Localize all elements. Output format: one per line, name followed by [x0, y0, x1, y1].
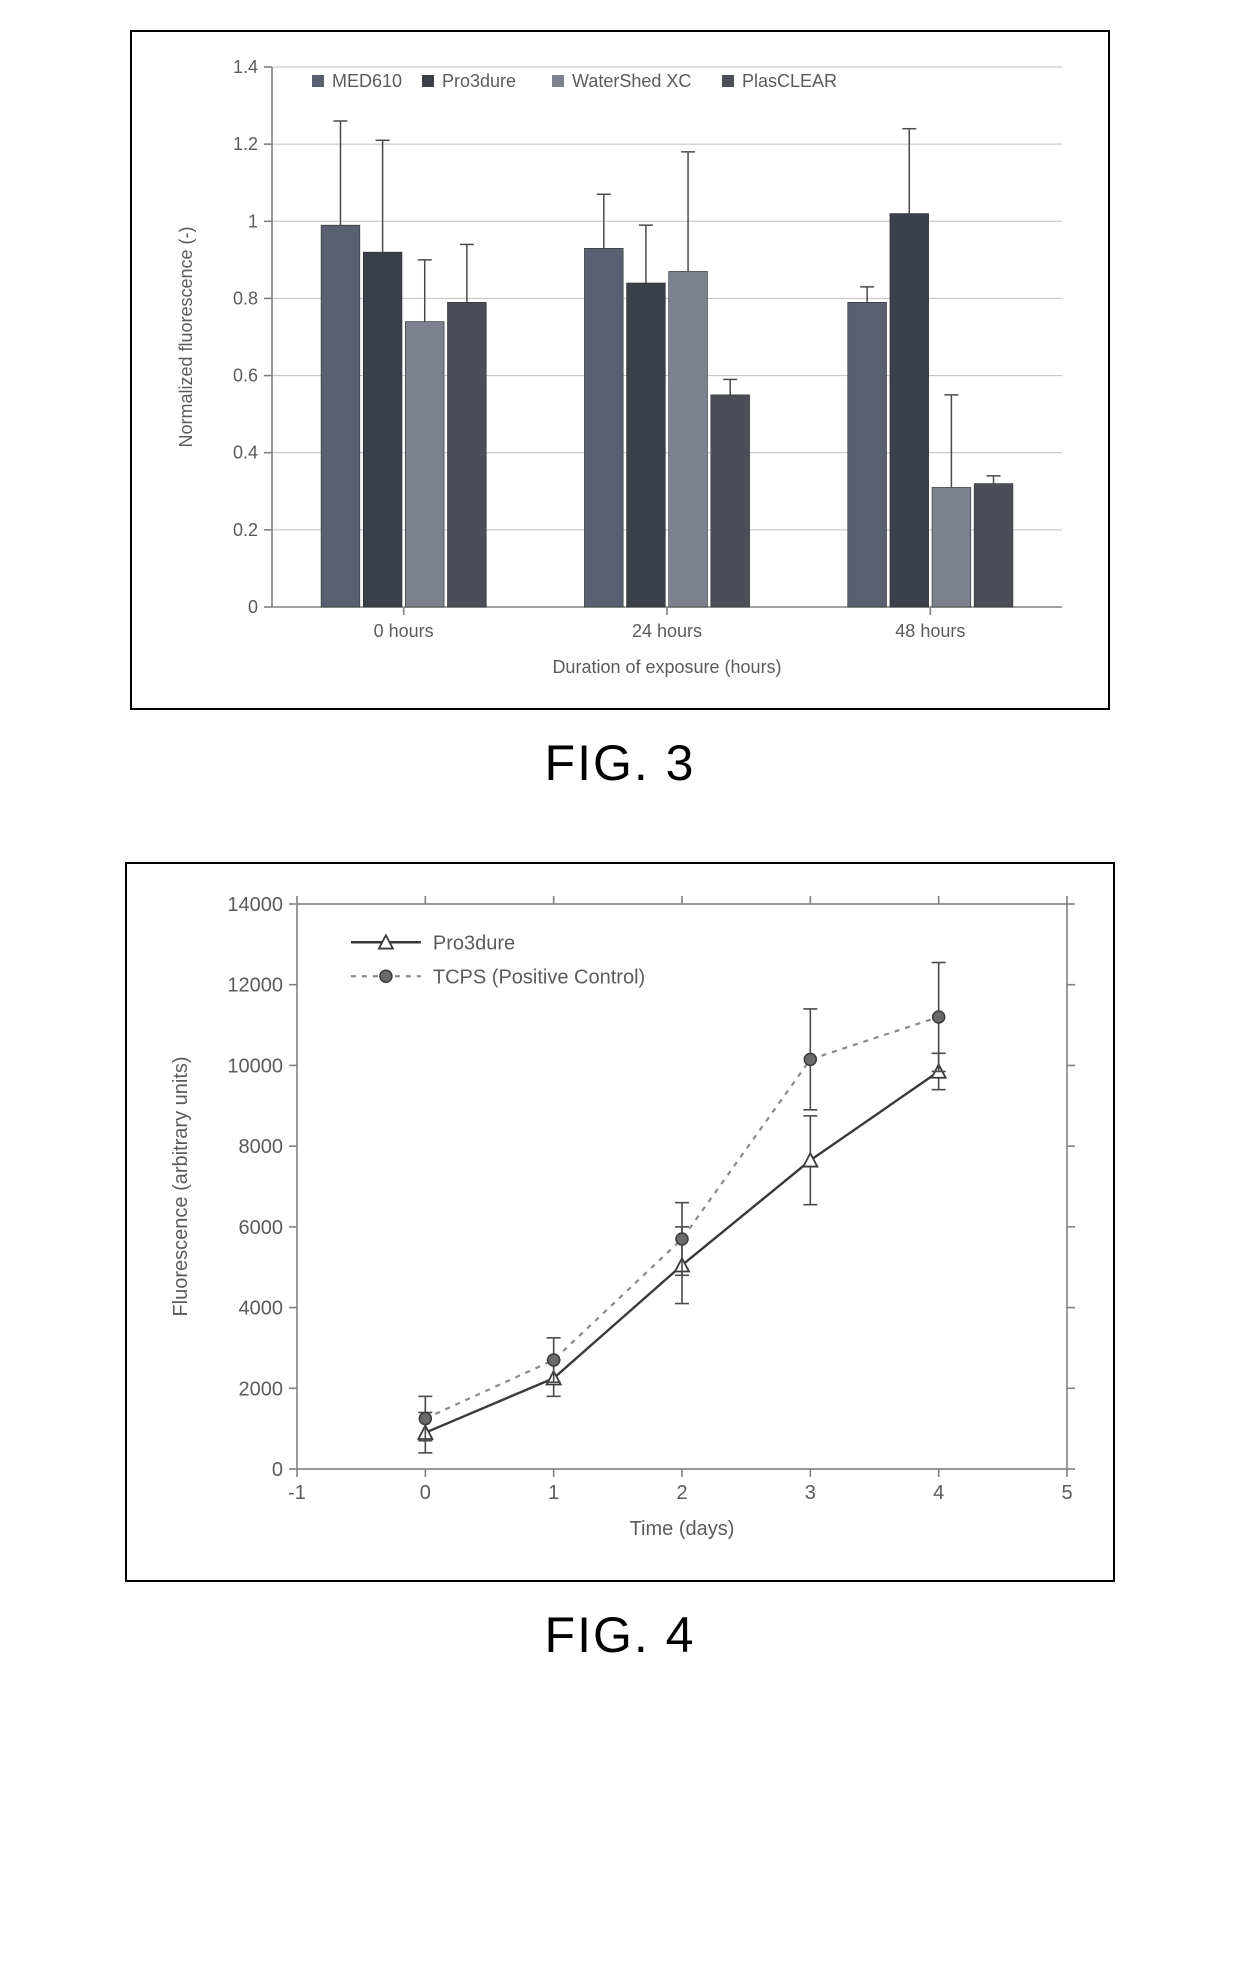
svg-text:Time (days): Time (days) — [630, 1518, 735, 1540]
svg-text:3: 3 — [805, 1482, 816, 1504]
fig3-block: 0 0.2 0.4 0.6 0.8 1 1.2 1.4 Normalized fluoresce… — [130, 30, 1110, 792]
fig4-caption: FIG. 4 — [545, 1606, 696, 1664]
svg-text:0: 0 — [420, 1482, 431, 1504]
svg-text:Pro3dure: Pro3dure — [433, 932, 515, 954]
svg-text:2000: 2000 — [239, 1378, 284, 1400]
svg-text:12000: 12000 — [227, 975, 283, 997]
svg-text:MED610: MED610 — [332, 71, 402, 91]
svg-text:48 hours: 48 hours — [895, 621, 965, 641]
svg-text:PlasCLEAR: PlasCLEAR — [742, 71, 837, 91]
svg-text:0.6: 0.6 — [233, 366, 258, 386]
svg-text:4: 4 — [933, 1482, 944, 1504]
svg-text:0.2: 0.2 — [233, 520, 258, 540]
svg-text:6000: 6000 — [239, 1217, 284, 1239]
svg-text:0.4: 0.4 — [233, 443, 258, 463]
fig3-caption: FIG. 3 — [545, 734, 696, 792]
svg-text:1: 1 — [548, 1482, 559, 1504]
svg-text:Fluorescence (arbitrary units): Fluorescence (arbitrary units) — [170, 1056, 192, 1316]
svg-text:1.2: 1.2 — [233, 134, 258, 154]
svg-text:1.4: 1.4 — [233, 57, 258, 77]
fig3-chart: 0 0.2 0.4 0.6 0.8 1 1.2 1.4 Normalized fluoresce… — [130, 30, 1110, 710]
svg-text:10000: 10000 — [227, 1055, 283, 1077]
svg-text:5: 5 — [1061, 1482, 1072, 1504]
svg-text:1: 1 — [248, 211, 258, 231]
svg-text:14000: 14000 — [227, 894, 283, 916]
svg-text:Pro3dure: Pro3dure — [442, 71, 516, 91]
fig4-chart: 02000400060008000100001200014000-1012345… — [125, 862, 1115, 1582]
svg-text:8000: 8000 — [239, 1136, 284, 1158]
page: 0 0.2 0.4 0.6 0.8 1 1.2 1.4 Normalized fluoresce… — [0, 0, 1240, 1734]
svg-text:0.8: 0.8 — [233, 288, 258, 308]
svg-text:TCPS (Positive Control): TCPS (Positive Control) — [433, 966, 645, 988]
svg-text:2: 2 — [676, 1482, 687, 1504]
svg-text:0: 0 — [248, 597, 258, 617]
svg-text:4000: 4000 — [239, 1298, 284, 1320]
svg-text:0: 0 — [272, 1459, 283, 1481]
svg-text:-1: -1 — [288, 1482, 306, 1504]
fig4-block: 02000400060008000100001200014000-1012345… — [125, 862, 1115, 1664]
svg-text:24 hours: 24 hours — [632, 621, 702, 641]
svg-text:Normalized fluorescence (-): Normalized fluorescence (-) — [176, 226, 196, 447]
svg-text:0 hours: 0 hours — [374, 621, 434, 641]
svg-text:WaterShed XC: WaterShed XC — [572, 71, 691, 91]
svg-text:Duration of exposure (hours): Duration of exposure (hours) — [552, 657, 781, 677]
